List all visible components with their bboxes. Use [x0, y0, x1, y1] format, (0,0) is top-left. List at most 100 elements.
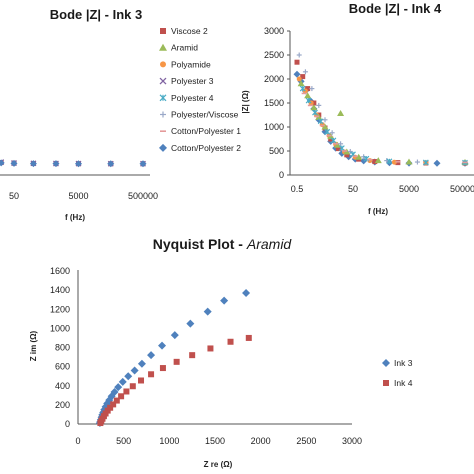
bode-ink4-point-polyester-viscose	[329, 130, 335, 136]
legend-label: Polyester 4	[171, 93, 214, 103]
nyquist-x-tick: 1500	[205, 436, 225, 446]
nyquist-point-ink-4	[189, 352, 196, 359]
bode-ink3-point-cotton-polyester-2	[29, 160, 37, 168]
nyquist-point-ink-4	[110, 401, 117, 408]
bode-ink4-y-label: |Z| (Ω)	[241, 90, 250, 114]
bode-ink4-point-aramid	[405, 158, 413, 165]
nyquist-point-ink-4	[227, 338, 234, 345]
legend-marker-viscose-2	[160, 28, 166, 34]
bode-ink4-point-polyester-4	[330, 137, 337, 144]
bode-ink3-point-cotton-polyester-2	[139, 160, 147, 168]
nyquist-x-tick: 2500	[296, 436, 316, 446]
nyquist-point-ink-3	[203, 307, 212, 316]
bode-ink3-title: Bode |Z| - Ink 3	[50, 7, 143, 22]
nyquist-point-ink-4	[245, 334, 252, 341]
bode-ink4-point-viscose-2	[305, 86, 311, 92]
nyquist-x-ticks: 0 500 1000 1500 2000 2500 3000	[75, 436, 362, 446]
bode-ink4-point-polyamide	[296, 76, 302, 82]
bode-ink3-x-tick: 50	[9, 191, 19, 201]
bode-ink4-y-ticks: 0 500 1000 1500 2000 2500 3000	[264, 26, 290, 180]
nyquist-point-ink-4	[173, 358, 180, 365]
nyquist-point-ink-3	[118, 377, 127, 386]
bode-ink4-point-polyester-viscose	[296, 52, 302, 58]
nyquist-title-italic: Aramid	[246, 236, 293, 252]
bode-ink4-point-aramid	[355, 153, 363, 160]
legend-label: Aramid	[171, 43, 198, 53]
bode-ink4-point-polyester-4	[312, 109, 318, 116]
nyquist-point-ink-4	[107, 404, 114, 411]
nyquist-point-ink-4	[159, 365, 166, 372]
nyquist-x-tick: 1000	[159, 436, 179, 446]
nyquist-y-tick: 200	[55, 400, 70, 410]
legend-label: Cotton/Polyester 2	[171, 143, 241, 153]
nyquist-point-ink-3	[110, 387, 119, 396]
nyquist-y-tick: 1400	[50, 285, 70, 295]
nyquist-series	[95, 288, 252, 428]
bode-ink4-point-polyester-viscose	[414, 159, 420, 165]
nyquist-y-tick: 1600	[50, 266, 70, 276]
nyquist-point-ink-3	[130, 366, 139, 375]
bode-ink3-point-cotton-polyester-2	[75, 160, 82, 168]
legend-marker-polyester-4	[159, 94, 167, 102]
bode-ink3-point-cotton-polyester-2	[0, 159, 5, 167]
nyquist-y-tick: 600	[55, 362, 70, 372]
nyquist-point-ink-4	[113, 397, 120, 404]
bode-ink4-point-viscose-2	[300, 74, 306, 80]
bode-ink4-point-viscose-2	[311, 100, 317, 106]
bode-ink4-x-ticks: 0.5 50 5000 500000	[291, 184, 474, 194]
nyquist-point-ink-3	[137, 359, 146, 368]
nyquist-point-ink-4	[123, 388, 130, 395]
bode-ink4-point-polyester-4	[299, 85, 306, 92]
nyquist-point-ink-4	[138, 377, 145, 384]
nyquist-point-ink-3	[114, 383, 123, 392]
bode-ink4-point-polyester-viscose	[302, 69, 308, 75]
bode-ink3-x-ticks: 50 5000 500000	[9, 191, 158, 201]
bode-ink4-point-polyester-4	[386, 158, 393, 165]
bode-ink4-point-polyester-viscose	[316, 102, 322, 108]
legend-marker-polyester-viscose	[160, 111, 166, 118]
nyquist-point-ink-4	[148, 371, 155, 378]
nyquist-point-ink-3	[147, 351, 156, 360]
bode-ink4-y-tick: 1500	[264, 98, 284, 108]
bode-ink4-y-tick: 500	[269, 146, 284, 156]
bode-ink3-x-tick: 500000	[128, 191, 158, 201]
nyquist-legend-label: Ink 3	[394, 358, 413, 368]
nyquist-y-label: Z im (Ω)	[29, 330, 38, 361]
nyquist-point-ink-3	[186, 319, 195, 328]
bode-ink4-point-viscose-2	[335, 146, 341, 152]
nyquist-point-ink-3	[124, 372, 133, 381]
bode-ink4-point-polyester-4	[338, 145, 345, 152]
bode-ink4-point-polyester-4	[324, 128, 331, 135]
bode-ink4-point-polyester-viscose	[338, 141, 344, 147]
bode-ink4-point-cotton-polyester-2	[293, 70, 301, 78]
legend-label: Cotton/Polyester 1	[171, 126, 241, 136]
bode-ink4-y-tick: 1000	[264, 122, 284, 132]
bode-ink4-point-aramid	[321, 123, 329, 130]
nyquist-point-ink-3	[170, 331, 179, 340]
bode-ink4-point-viscose-2	[395, 160, 401, 166]
bode-ink4-x-tick: 0.5	[291, 184, 304, 194]
nyquist-x-tick: 500	[116, 436, 131, 446]
legend-marker-polyester-3	[159, 77, 167, 85]
bode-ink3-x-tick: 5000	[68, 191, 88, 201]
bode-ink4-point-aramid	[374, 157, 382, 164]
bode-ink4-point-cotton-polyester-2	[433, 159, 441, 167]
nyquist-legend: Ink 3 Ink 4	[382, 358, 413, 388]
bode-ink4-point-viscose-2	[344, 152, 350, 158]
legend-label: Polyester/Viscose	[171, 110, 239, 120]
bode-ink4-point-viscose-2	[372, 159, 378, 165]
nyquist-x-label: Z re (Ω)	[204, 460, 233, 469]
bode-ink4-y-tick: 0	[279, 170, 284, 180]
nyquist-y-ticks: 0 200 400 600 800 1000 1200 1400 1600	[50, 266, 70, 429]
nyquist-point-ink-3	[242, 288, 251, 297]
nyquist-point-ink-4	[118, 393, 125, 400]
bode-ink4-y-tick: 3000	[264, 26, 284, 36]
nyquist-y-tick: 800	[55, 343, 70, 353]
bode-ink4-title: Bode |Z| - Ink 4	[349, 1, 442, 16]
bode-ink4-point-viscose-2	[294, 59, 300, 65]
nyquist-chart: Nyquist Plot - Aramid 0 200 400 600 800 1000 1…	[29, 236, 413, 469]
legend-marker-polyamide	[160, 61, 166, 68]
nyquist-point-ink-4	[207, 345, 214, 352]
nyquist-point-ink-3	[158, 341, 167, 350]
nyquist-title-prefix: Nyquist Plot -	[153, 236, 247, 252]
